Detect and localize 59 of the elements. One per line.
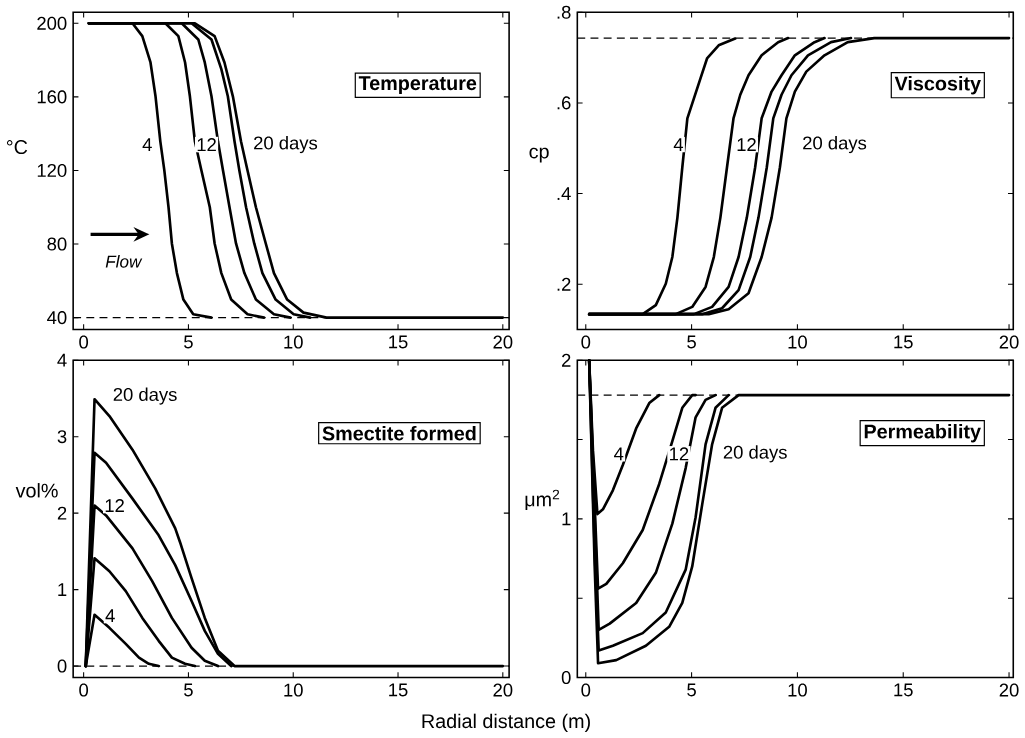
y-tick-label: .4	[557, 187, 571, 201]
annotation: 20 days	[803, 136, 867, 154]
x-tick-label: 5	[687, 683, 696, 697]
y-tick-label: 1	[58, 583, 67, 597]
y-tick-label: 1	[562, 512, 571, 526]
text: Smectite formed	[322, 426, 476, 441]
annotation: 20 days	[723, 445, 787, 463]
x-tick-label: 20	[493, 683, 513, 697]
x-tick-label: 0	[581, 335, 591, 349]
x-tick-label: 15	[389, 335, 408, 349]
y-tick-label: 40	[47, 311, 67, 325]
y-tick-label: .8	[557, 5, 571, 19]
y-tick-label: 120	[37, 164, 67, 178]
x-tick-label: 10	[788, 683, 807, 697]
annotation: 12	[737, 138, 756, 152]
annotation: 4	[673, 138, 684, 152]
text: Permeability	[864, 424, 981, 443]
x-tick-label: 5	[687, 335, 696, 349]
annotation: 4	[142, 138, 152, 152]
y-tick-label: 3	[57, 430, 67, 444]
y-tick-label: 80	[47, 237, 67, 251]
x-tick-label: 15	[894, 335, 913, 349]
y-tick-label: .6	[557, 96, 571, 110]
x-tick-label: 15	[894, 683, 913, 697]
y-tick-label: 2	[57, 506, 67, 520]
annotation: 4	[614, 447, 624, 461]
x-tick-label: 10	[284, 683, 303, 697]
annotation: 12	[105, 499, 124, 513]
text: Temperature	[358, 76, 477, 95]
x-tick-label: 5	[184, 335, 193, 349]
y-tick-label: 2	[562, 353, 571, 367]
annotation: Flow	[105, 255, 143, 268]
x-tick-label: 5	[184, 683, 193, 697]
x-tick-label: 20	[999, 683, 1019, 697]
y-tick-label: 200	[37, 16, 67, 30]
y-tick-label: 160	[37, 90, 67, 104]
y-axis-title: cp	[529, 147, 549, 163]
x-tick-label: 0	[581, 683, 591, 697]
x-tick-label: 10	[788, 335, 807, 349]
y-tick-label: 0	[57, 659, 67, 673]
x-tick-label: 20	[493, 335, 513, 349]
x-tick-label: 10	[284, 335, 303, 349]
annotation: 20 days	[113, 387, 177, 405]
x-tick-label: 0	[79, 335, 89, 349]
text: Viscosity	[894, 76, 981, 95]
y-tick-label: .2	[557, 277, 571, 291]
x-tick-label: 0	[79, 683, 89, 697]
x-axis-title: Radial distance (m)	[422, 713, 590, 733]
x-tick-label: 15	[389, 683, 408, 697]
annotation: 20 days	[254, 136, 318, 154]
x-tick-label: 20	[999, 335, 1019, 349]
y-tick-label: 4	[57, 353, 67, 367]
annotation: 12	[670, 447, 689, 461]
y-axis-title: vol%	[15, 483, 58, 498]
y-axis-title: μm$^{2}$	[525, 489, 560, 511]
annotation: 4	[105, 609, 115, 623]
y-tick-label: 0	[561, 671, 571, 685]
y-axis-title: °C	[6, 140, 28, 155]
annotation: 12	[197, 138, 216, 152]
